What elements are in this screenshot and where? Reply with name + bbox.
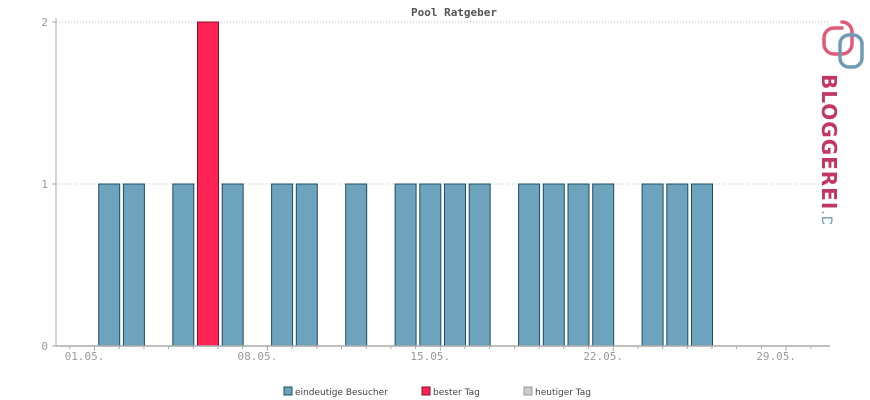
- bar: [518, 183, 541, 347]
- y-tick-labels: 0 1 2: [41, 16, 48, 353]
- bar: [98, 183, 121, 347]
- bar: [468, 183, 491, 347]
- bar: [172, 183, 195, 347]
- legend: eindeutige Besucher bester Tag heutiger Ta…: [283, 386, 591, 398]
- legend-swatch: [283, 386, 293, 396]
- legend-swatch: [523, 386, 533, 396]
- y-tick-label: 0: [41, 340, 48, 353]
- bar: [295, 183, 318, 347]
- brand-text-main: BLOGGEREI: [817, 74, 841, 210]
- bar: [394, 183, 417, 347]
- y-tick-label: 1: [41, 178, 48, 191]
- bloggerei-logo: BLOGGEREI.DE: [817, 20, 864, 224]
- bar: [641, 183, 664, 347]
- legend-label: heutiger Tag: [535, 388, 591, 398]
- y-tick-label: 2: [41, 16, 48, 29]
- x-tick-label: 01.05.: [65, 350, 105, 363]
- chart-title: Pool Ratgeber: [411, 6, 497, 19]
- brand-text: BLOGGEREI.DE: [817, 74, 841, 224]
- bar: [122, 183, 145, 347]
- brand-text-suffix: .DE: [818, 210, 834, 224]
- axes: [52, 18, 830, 351]
- bar: [419, 183, 442, 347]
- legend-label: eindeutige Besucher: [295, 388, 388, 398]
- x-tick-label: 15.05.: [410, 350, 450, 363]
- x-tick-label: 08.05.: [238, 350, 278, 363]
- x-tick-labels: 01.05. 08.05. 15.05. 22.05. 29.05.: [65, 350, 796, 363]
- bar: [691, 183, 713, 347]
- bar: [592, 183, 615, 347]
- bar: [567, 183, 590, 347]
- legend-swatch: [421, 386, 431, 396]
- bar: [271, 183, 294, 347]
- legend-label: bester Tag: [433, 388, 480, 398]
- bar: [444, 183, 466, 347]
- x-tick-label: 22.05.: [583, 350, 623, 363]
- logo-shape-blue: [838, 33, 864, 69]
- bar: [221, 183, 244, 347]
- grid: [56, 21, 830, 185]
- logo-shape-pink: [822, 20, 854, 56]
- bar: [197, 21, 219, 347]
- bar: [542, 183, 565, 347]
- bar: [345, 183, 368, 347]
- x-tick-label: 29.05.: [756, 350, 796, 363]
- bar: [666, 183, 689, 347]
